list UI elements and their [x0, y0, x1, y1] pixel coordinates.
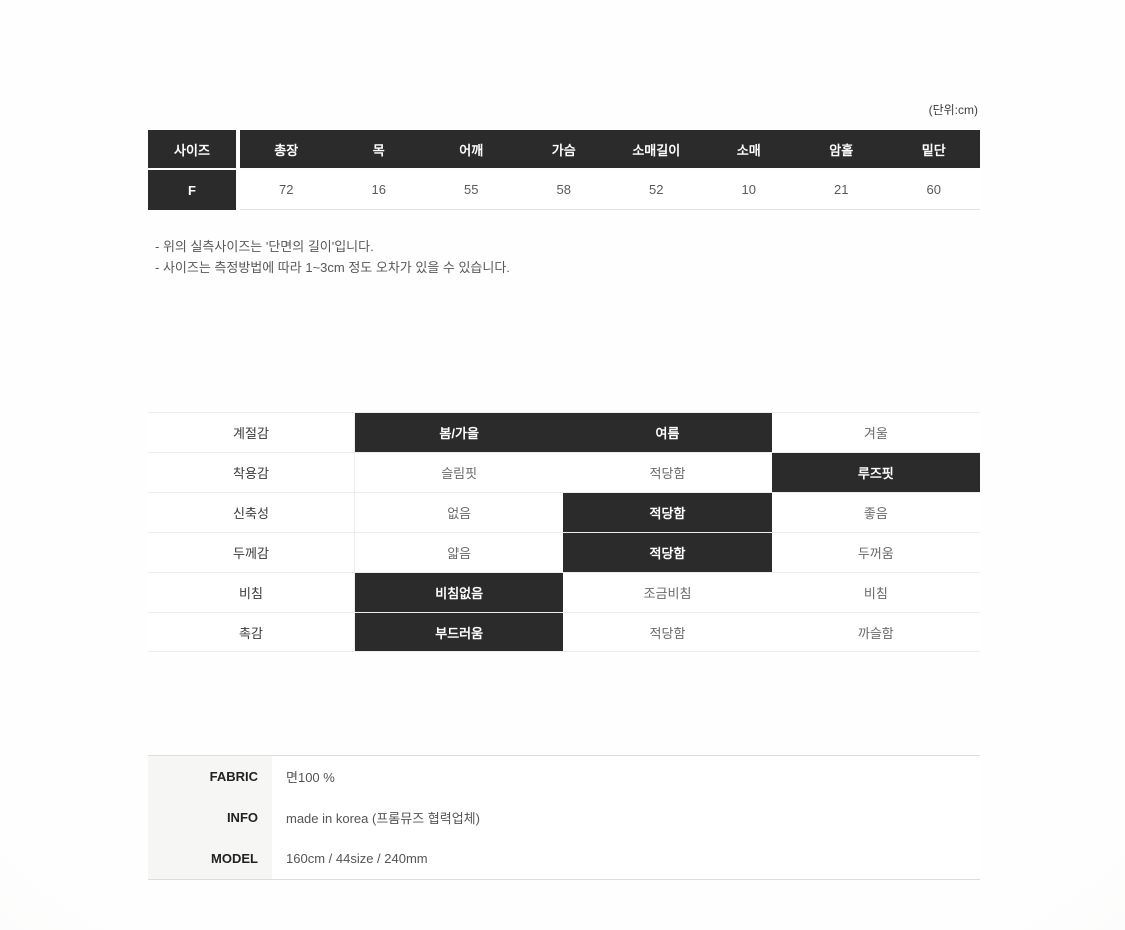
size-table-header-row: 사이즈 총장 목 어깨 가슴 소매길이 소매 암홀 밑단 [148, 130, 980, 168]
size-notes: - 위의 실측사이즈는 '단면의 길이'입니다. - 사이즈는 측정방법에 따라… [155, 236, 510, 278]
feature-option: 여름 [563, 413, 772, 452]
feature-option: 비침 [863, 586, 888, 601]
feature-option: 적당함 [563, 533, 772, 572]
feature-option: 적당함 [649, 466, 686, 481]
info-row-fabric: FABRIC 면100 % [148, 756, 980, 797]
size-value-cell: 21 [834, 182, 849, 197]
info-row-info: INFO made in korea (프롬뮤즈 협력업체) [148, 797, 980, 838]
feature-row-sheerness: 비침 비침없음 조금비침 비침 [148, 572, 980, 612]
size-value-cell: 72 [279, 182, 294, 197]
size-table-header-cell: 어깨 [459, 142, 484, 158]
feature-option: 없음 [447, 506, 472, 521]
size-value-cell: 55 [464, 182, 479, 197]
size-value-cell: 16 [371, 182, 386, 197]
feature-option: 봄/가을 [355, 413, 564, 452]
unit-label: (단위:cm) [928, 103, 978, 117]
size-value-cell: 52 [649, 182, 664, 197]
size-table-header-cell: 암홀 [829, 142, 854, 158]
feature-table: 계절감 봄/가을 여름 겨울 착용감 슬림핏 적당함 루즈핏 신축성 없음 적당… [148, 412, 980, 652]
feature-option: 부드러움 [355, 613, 564, 651]
feature-option: 좋음 [863, 506, 888, 521]
size-value-cell: 10 [741, 182, 756, 197]
info-row-model: MODEL 160cm / 44size / 240mm [148, 838, 980, 879]
feature-row-elasticity: 신축성 없음 적당함 좋음 [148, 492, 980, 532]
feature-row-label: 촉감 [148, 613, 355, 651]
feature-option: 적당함 [649, 625, 686, 641]
feature-row-fit: 착용감 슬림핏 적당함 루즈핏 [148, 452, 980, 492]
feature-row-thickness: 두께감 얇음 적당함 두꺼움 [148, 532, 980, 572]
size-note-line: - 위의 실측사이즈는 '단면의 길이'입니다. [155, 239, 374, 254]
feature-option: 조금비침 [643, 586, 692, 601]
feature-option: 얇음 [447, 546, 472, 561]
size-table-row: F 72 16 55 58 52 10 21 60 [148, 170, 980, 210]
size-table-header-cell: 소매길이 [632, 142, 681, 158]
feature-option: 겨울 [863, 426, 888, 441]
feature-row-label: 착용감 [148, 453, 355, 492]
info-label: INFO [148, 797, 272, 838]
feature-option: 까슬함 [857, 625, 894, 641]
size-table-header-cell: 밑단 [921, 142, 946, 158]
size-value-cell: 58 [556, 182, 571, 197]
feature-row-label: 비침 [148, 573, 355, 612]
size-note-line: - 사이즈는 측정방법에 따라 1~3cm 정도 오차가 있을 수 있습니다. [155, 260, 510, 275]
size-table-header-group: 총장 목 어깨 가슴 소매길이 소매 암홀 밑단 [240, 130, 980, 168]
info-value: 160cm / 44size / 240mm [286, 851, 428, 866]
feature-row-label: 신축성 [148, 493, 355, 532]
size-name-cell: F [148, 170, 236, 210]
info-label: MODEL [148, 838, 272, 879]
size-table-header-cell: 목 [372, 142, 385, 158]
size-value-cell: 60 [926, 182, 941, 197]
size-values-group: 72 16 55 58 52 10 21 60 [240, 170, 980, 210]
feature-row-season: 계절감 봄/가을 여름 겨울 [148, 412, 980, 452]
info-value: made in korea (프롬뮤즈 협력업체) [286, 811, 480, 826]
feature-option: 루즈핏 [771, 453, 980, 492]
size-table-header-cell: 소매 [736, 142, 761, 158]
size-table-header-cell: 사이즈 [148, 130, 236, 168]
feature-option: 비침없음 [355, 573, 564, 612]
feature-option: 적당함 [563, 493, 772, 532]
info-label: FABRIC [148, 756, 272, 797]
size-table: 사이즈 총장 목 어깨 가슴 소매길이 소매 암홀 밑단 F 72 16 55 … [148, 130, 980, 210]
feature-option: 두꺼움 [857, 546, 894, 561]
info-value: 면100 % [286, 770, 335, 785]
size-table-header-cell: 가슴 [551, 142, 576, 158]
feature-row-label: 두께감 [148, 533, 355, 572]
product-info-section: FABRIC 면100 % INFO made in korea (프롬뮤즈 협… [148, 755, 980, 880]
size-table-header-cell: 총장 [274, 142, 299, 158]
feature-row-texture: 촉감 부드러움 적당함 까슬함 [148, 612, 980, 652]
feature-option: 슬림핏 [441, 466, 478, 481]
feature-row-label: 계절감 [148, 413, 355, 452]
